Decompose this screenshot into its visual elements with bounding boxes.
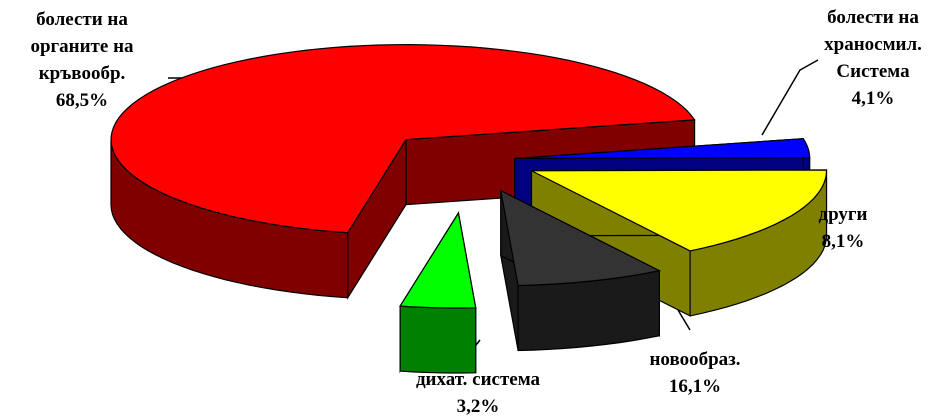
pie-slice-neoplasms: [530, 169, 828, 317]
data-label-neoplasms: новообраз. 16,1%: [649, 349, 741, 397]
slice-side-digestive-0: [399, 305, 477, 374]
data-label-circulatory: болести на органите на кръвообр. 68,5%: [30, 9, 134, 111]
data-label-other: други 8,1%: [818, 204, 868, 252]
slice-top-neoplasms: [531, 169, 828, 252]
pie-slice-other: [499, 189, 662, 352]
data-label-digestive: болести на храносмил. Система 4,1%: [824, 7, 922, 109]
leader-line-digestive: [761, 59, 819, 136]
slice-top-circulatory: [110, 43, 696, 234]
slice-top-other: [499, 189, 662, 287]
data-label-respiratory: дихат. система 3,2%: [415, 369, 541, 417]
slice-top-respiratory: [514, 138, 811, 160]
leader-line-neoplasms: [677, 309, 691, 331]
pie-slice-digestive: [399, 210, 477, 374]
slice-top-digestive: [399, 211, 477, 309]
